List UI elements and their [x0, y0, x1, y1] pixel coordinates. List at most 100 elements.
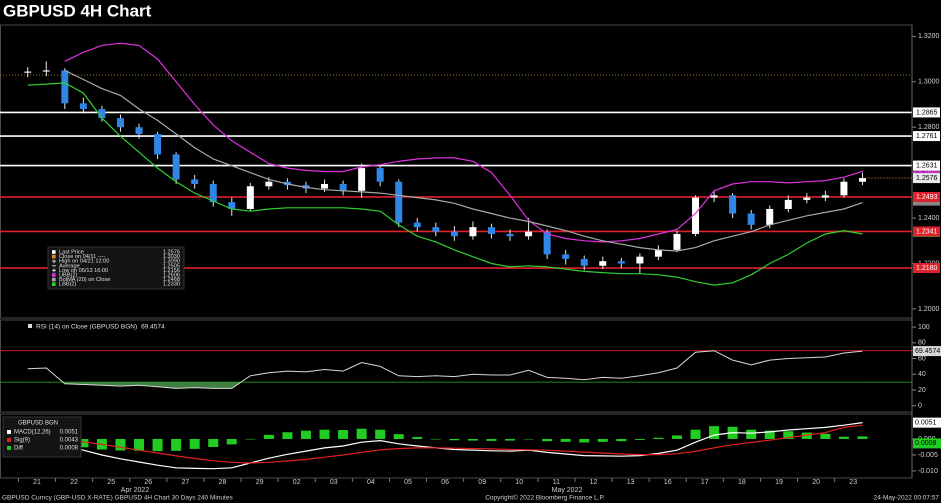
legend-box: [47, 246, 185, 290]
diff-bar: [300, 430, 311, 439]
diff-bar: [783, 431, 794, 439]
diff-bar: [338, 430, 349, 439]
series-line: [27, 350, 863, 389]
candle-body: [654, 249, 662, 257]
y-tick-label: 60: [918, 355, 926, 362]
diff-bar: [616, 438, 627, 442]
value-tag: [913, 438, 941, 449]
legend-swatch: [52, 250, 56, 254]
level-tag: [913, 263, 940, 274]
diff-bar: [393, 434, 404, 439]
candle-body: [172, 154, 180, 180]
diff-bar: [171, 438, 182, 451]
x-tick-label: 21: [33, 479, 41, 486]
x-tick-label: 04: [367, 479, 375, 486]
legend-value: 1.2468: [163, 277, 180, 283]
diff-bar: [505, 438, 516, 441]
series-tag: [913, 199, 940, 206]
value-tag: [913, 417, 941, 428]
legend-value: 1.3090: [163, 259, 180, 265]
diff-bar: [319, 429, 330, 439]
x-tick-label: 19: [775, 479, 783, 486]
x-tick-label: 09: [478, 479, 486, 486]
last-price-tag: [913, 173, 940, 184]
candle-body: [116, 118, 124, 128]
candle-body: [265, 181, 273, 187]
diff-bar: [208, 438, 219, 447]
x-tick-label: 25: [107, 479, 115, 486]
legend: GBPUSD BGN MACD(12,26) 0.0051 Sig(9) 0.0043 D…: [2, 416, 82, 458]
diff-bar: [597, 438, 608, 442]
diff-bar: [634, 438, 645, 440]
series-line: [27, 422, 863, 470]
candle-body: [858, 178, 866, 182]
x-tick-label: 11: [553, 479, 560, 486]
diff-bar: [820, 433, 831, 439]
chart-title: GBPUSD 4H Chart: [3, 1, 152, 20]
legend-label: Close on 04/11 ----: [59, 254, 105, 260]
diff-bar: [263, 434, 274, 439]
legend-value: 1.2606: [163, 272, 180, 278]
level-tag-label: 1.2865: [916, 109, 938, 116]
y-tick-label: 20: [918, 387, 926, 394]
y-tick-label: 1.2400: [918, 215, 940, 222]
candle-body: [673, 233, 681, 250]
legend-value: 0.0051: [60, 430, 79, 436]
candle-body: [209, 183, 217, 203]
candle-body: [228, 202, 236, 209]
diff-bar: [671, 435, 682, 439]
month-label: May 2022: [552, 487, 583, 494]
candle-body: [395, 181, 403, 223]
footer-right: 24-May-2022 00:07:57: [874, 495, 940, 502]
diff-bar: [709, 426, 720, 439]
candle-body: [79, 103, 87, 110]
x-tick-label: 26: [144, 479, 152, 486]
x-tick-label: 29: [256, 479, 264, 486]
panel: [0, 319, 913, 413]
level-tag-label: 1.2341: [916, 228, 938, 235]
y-tick-label: 1.3000: [918, 79, 940, 86]
candle-body: [506, 233, 514, 237]
value-tag-label: 0.0051: [915, 419, 937, 426]
diff-bar: [134, 438, 145, 451]
value-tag: [913, 346, 941, 357]
y-tick-label: 1.2800: [918, 124, 940, 131]
legend-value: 0.0043: [60, 438, 79, 444]
diff-bar: [78, 438, 89, 448]
legend-label: MACD(12,26): [14, 430, 51, 436]
candle-body: [61, 70, 69, 104]
y-tick-label: 40: [918, 371, 926, 378]
legend-value: 1.3030: [163, 254, 180, 260]
candle-body: [710, 195, 718, 198]
legend-swatch: [52, 273, 56, 277]
diff-bar: [486, 438, 497, 441]
legend-value: 1.2505: [163, 263, 180, 269]
diff-bar: [690, 429, 701, 439]
x-tick-label: 10: [515, 479, 523, 486]
candle-body: [487, 227, 495, 234]
diff-bar: [857, 436, 868, 439]
candle-body: [840, 181, 848, 196]
diff-bar: [560, 438, 571, 442]
legend: Last Price 1.2576 Close on 04/11 ---- 1.303…: [47, 246, 185, 290]
candle-body: [636, 256, 644, 264]
candle-body: [432, 227, 440, 232]
x-tick-label: 18: [738, 479, 746, 486]
diff-bar: [152, 438, 163, 452]
diff-bar: [542, 438, 553, 442]
candle-body: [525, 231, 533, 237]
diff-bar: [115, 438, 126, 451]
level-tag: [913, 191, 940, 202]
x-tick-label: 02: [293, 479, 301, 486]
y-tick-label: 1.3200: [918, 33, 940, 40]
level-tag-label: 1.2180: [916, 265, 938, 272]
x-tick-label: 22: [70, 479, 78, 486]
x-tick-label: 13: [627, 479, 635, 486]
legend-swatch: [28, 324, 32, 328]
value-tag-label: 69.4574: [915, 348, 940, 355]
candle-body: [98, 109, 106, 119]
diff-bar: [189, 438, 200, 449]
candle-body: [246, 186, 254, 209]
